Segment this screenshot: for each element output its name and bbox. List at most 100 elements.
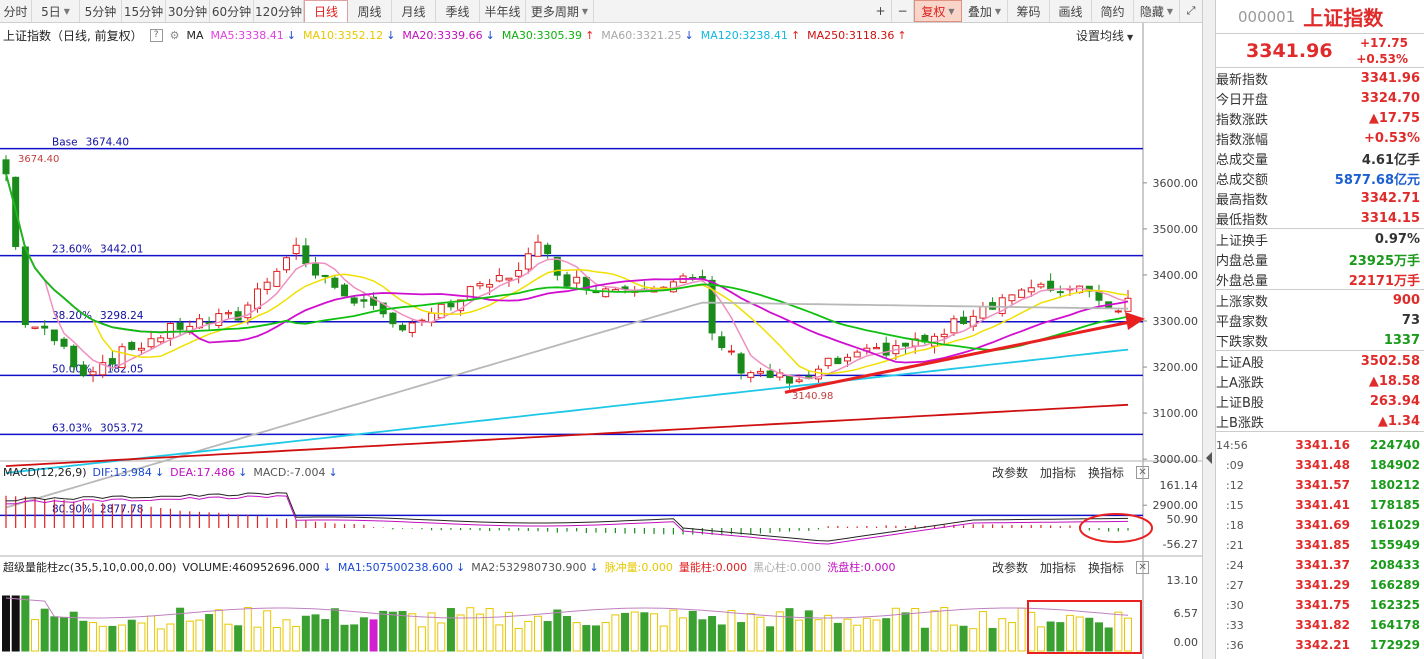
period-tab-5[interactable]: 60分钟 [210,0,254,22]
candle-body [437,303,445,319]
tick-row: :36 3342.21 172929 [1216,635,1424,655]
quote-row: 下跌家数 1337 [1216,330,1424,350]
candle-body [486,284,494,288]
period-tab-8[interactable]: 周线 [348,0,392,22]
quote-value: 3324.70 [1360,90,1420,106]
candle-body [998,297,1006,314]
toolbar-item-0[interactable]: 复权 ▼ [914,0,962,22]
fib-label: 23.60% 3442.01 [52,244,143,256]
period-tab-12[interactable]: 更多周期 ▼ [526,0,594,22]
volume-bar [1017,607,1026,652]
quote-value: 5877.68亿元 [1334,172,1420,188]
volume-bar [166,623,175,652]
ma-text: MA60:3321.25 [601,28,682,42]
toolbar-item-4[interactable]: 简约 [1092,0,1134,22]
tool-2-button[interactable]: 换指标 [1088,560,1125,575]
price-tick-label: 3300.00 [1153,315,1199,328]
tick-row: :21 3341.85 155949 [1216,535,1424,555]
quote-label: 上证换手 [1216,233,1269,249]
toolbar-item-2[interactable]: 筹码 [1008,0,1050,22]
volume-text: VOLUME:460952696.000 [182,560,320,574]
ma-text: MA120:3238.41 [700,28,788,42]
candle-body [505,277,513,281]
ma-settings-button[interactable]: 设置均线 ▼ [1076,27,1133,44]
toolbar-spacer [594,0,870,22]
volume-title: 超级量能柱zc(35,5,10,0.00,0.00) [3,561,177,574]
candle-body [147,338,155,348]
tool-0-button[interactable]: 改参数 [992,465,1029,480]
chevron-down-icon: ▼ [63,6,70,16]
quote-row: 上证A股 3502.58 [1216,351,1424,371]
quote-group4: 上证A股 3502.58 上A涨跌 ▲18.58 上证B股 263.94 上B涨跌 ▲1.34 [1216,351,1424,432]
period-tab-4[interactable]: 30分钟 [166,0,210,22]
period-tab-label: 日线 [313,5,338,19]
tick-volume: 172929 [1369,638,1420,652]
volume-bar [466,607,475,652]
toolbar-item-1[interactable]: 叠加 ▼ [962,0,1008,22]
tick-time: :33 [1226,618,1244,632]
ma2-value: MA2:532980730.900 ↓ [471,561,598,574]
quote-label: 外盘总量 [1216,273,1269,289]
volume-bar [572,622,581,652]
tick-price: 3341.69 [1295,518,1350,532]
tool-1-button[interactable]: 加指标 [1040,560,1077,575]
fib-value: 3053.72 [100,422,143,434]
candle-body [283,257,290,271]
volume-bar [882,618,891,652]
tick-row: :33 3341.82 164178 [1216,615,1424,635]
toolbar-item-3[interactable]: 画线 [1050,0,1092,22]
quote-label: 最低指数 [1216,212,1269,228]
panel-splitter[interactable] [1202,0,1216,659]
period-tab-7[interactable]: 日线 [304,0,348,22]
period-tab-10[interactable]: 季线 [436,0,480,22]
quote-group2: 上证换手 0.97% 内盘总量 23925万手 外盘总量 22171万手 [1216,229,1424,290]
fib-value: 3674.40 [86,137,129,149]
volume-bar [891,607,900,652]
help-icon[interactable]: ? [149,28,163,42]
tick-time: :18 [1226,518,1244,532]
close-icon[interactable]: ✕ [1136,560,1150,574]
fib-label: 63.03% 3053.72 [52,422,143,434]
tick-time: :24 [1226,558,1244,572]
tool-0-button[interactable]: 改参数 [992,560,1029,575]
collapse-arrow-icon[interactable] [1206,452,1212,464]
tool-2-button[interactable]: 换指标 [1088,465,1125,480]
tool-1-button[interactable]: 加指标 [1040,465,1077,480]
settings-gear-icon[interactable]: ⚙ [169,28,180,42]
period-tab-2[interactable]: 5分钟 [80,0,122,22]
fib-percent: 23.60% [52,244,92,256]
zoom-in-button[interactable]: + [870,0,892,22]
period-tab-1[interactable]: 5日 ▼ [32,0,80,22]
tick-list[interactable]: 14:56 3341.16 224740:09 3341.48 184902:12 334… [1216,432,1424,659]
quote-row: 内盘总量 23925万手 [1216,249,1424,269]
volume-bar [708,616,717,652]
volume-bar [60,617,69,652]
quote-label: 指数涨跌 [1216,112,1269,128]
close-icon[interactable]: ✕ [1136,465,1150,479]
toolbar-item-5[interactable]: 隐藏 ▼ [1134,0,1180,22]
volume-bar [775,611,784,652]
tick-time: :27 [1226,578,1244,592]
quote-group3: 上涨家数 900 平盘家数 73 下跌家数 1337 [1216,290,1424,351]
period-tab-3[interactable]: 15分钟 [122,0,166,22]
candle-body [244,304,252,319]
kline-chart[interactable]: 3600.00 3500.00 3400.00 3300.00 3200.00 3100.… [0,23,1202,659]
volume-bar [824,614,833,652]
volume-bar [843,618,852,652]
period-tab-6[interactable]: 120分钟 [254,0,304,22]
volume-bar [243,607,252,652]
fullscreen-icon[interactable]: ⤢ [1186,4,1196,17]
zoom-out-button[interactable]: − [892,0,914,22]
high-marker: 3674.40 [18,154,59,165]
macd-legend: MACD(12,26,9) DIF:13.984 ↓ DEA:17.486 ↓ MACD:… [0,463,980,481]
period-tab-9[interactable]: 月线 [392,0,436,22]
volume-bar [485,608,494,652]
period-tab-label: 周线 [357,4,382,19]
candle-body [950,318,958,334]
candle-body [563,274,571,287]
volume-bar [504,611,513,652]
period-tab-11[interactable]: 半年线 [480,0,526,22]
candle-body [1124,297,1132,312]
period-tab-0[interactable]: 分时 [0,0,32,22]
volume-bar [321,619,330,652]
